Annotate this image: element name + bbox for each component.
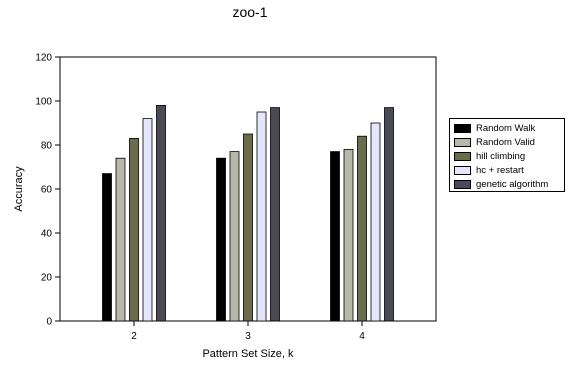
bar xyxy=(229,151,240,322)
bar xyxy=(129,137,139,322)
bar xyxy=(142,118,153,322)
legend-item: Random Walk xyxy=(454,121,564,135)
bar xyxy=(256,111,267,322)
bar xyxy=(357,135,367,322)
y-tick-label: 60 xyxy=(41,185,53,196)
bars xyxy=(102,105,394,322)
bar xyxy=(243,133,253,322)
y-tick-label: 80 xyxy=(41,141,53,152)
bar xyxy=(102,173,112,322)
y-tick-label: 40 xyxy=(41,229,53,240)
chart-title: zoo-1 xyxy=(232,4,268,20)
legend-label: hc + restart xyxy=(476,164,524,176)
legend-label: Random Valid xyxy=(476,136,535,148)
y-axis-ticks: 0 20 40 60 80 100 120 xyxy=(35,53,60,328)
bar xyxy=(370,122,381,322)
x-axis-label: Pattern Set Size, k xyxy=(202,348,294,360)
y-tick-label: 100 xyxy=(35,97,52,108)
legend-item: genetic algorithm xyxy=(454,177,564,191)
bar xyxy=(115,157,126,322)
legend-label: hill climbing xyxy=(476,150,526,162)
legend-label: genetic algorithm xyxy=(476,178,549,190)
legend-swatch xyxy=(454,123,471,133)
y-tick-label: 20 xyxy=(41,273,53,284)
bar xyxy=(343,148,354,322)
legend-item: hill climbing xyxy=(454,149,564,163)
bar xyxy=(270,107,280,322)
x-axis-ticks: 2 3 4 xyxy=(131,321,365,342)
bar xyxy=(330,151,340,322)
legend-swatch xyxy=(454,165,471,175)
legend-swatch xyxy=(454,137,471,147)
legend-item: Random Valid xyxy=(454,135,564,149)
x-tick-label: 4 xyxy=(359,331,365,342)
y-tick-label: 120 xyxy=(35,53,52,64)
legend: Random Walk Random Valid hill climbing hc +… xyxy=(449,118,565,192)
bar xyxy=(216,157,226,322)
bar xyxy=(156,105,166,322)
x-tick-label: 2 xyxy=(131,331,137,342)
legend-swatch xyxy=(454,151,471,161)
y-axis-label: Accuracy xyxy=(13,166,25,212)
x-tick-label: 3 xyxy=(245,331,251,342)
y-tick-label: 0 xyxy=(46,317,52,328)
legend-label: Random Walk xyxy=(476,122,536,134)
bar xyxy=(384,107,394,322)
legend-item: hc + restart xyxy=(454,163,564,177)
legend-swatch xyxy=(454,179,471,189)
